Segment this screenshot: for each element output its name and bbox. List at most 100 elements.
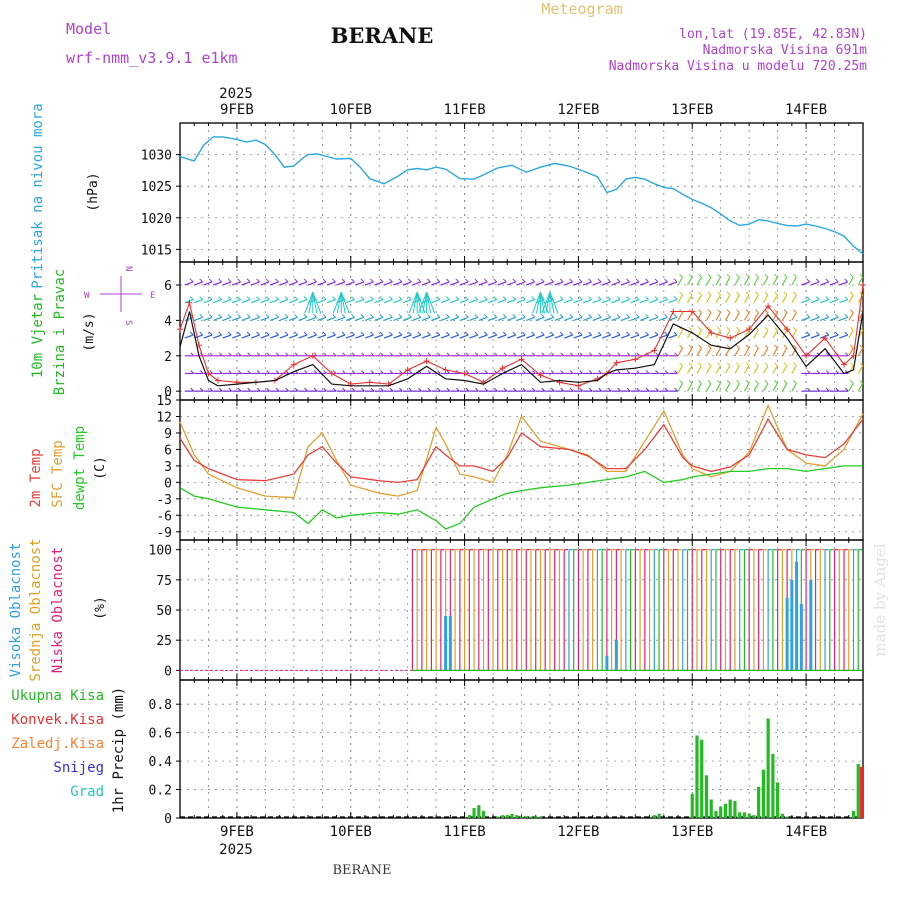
wind-barb-head xyxy=(437,352,441,357)
wind-barb-head xyxy=(275,370,280,374)
wind-barb-head xyxy=(237,352,242,357)
wind-barb-head xyxy=(698,344,702,349)
wind-barb-head xyxy=(464,313,469,318)
wind-barb xyxy=(839,281,848,286)
wind-barb xyxy=(848,312,854,321)
wind-barb-head xyxy=(707,273,712,278)
wind-barb-head xyxy=(834,278,839,283)
wind-barb-head xyxy=(190,352,195,357)
wind-barb xyxy=(630,281,640,286)
wind-barb-head xyxy=(636,352,640,357)
wind-barb-head xyxy=(503,387,508,392)
wind-barb-head xyxy=(588,331,592,336)
wind-barb xyxy=(298,299,308,304)
wind-barb-head xyxy=(745,380,750,384)
wind-barb xyxy=(526,281,535,286)
high-cloud-bar xyxy=(799,603,803,671)
wind-barb-head xyxy=(502,278,507,283)
wind-barb-head xyxy=(859,380,864,384)
wind-barb-head xyxy=(436,296,441,300)
wind-barb xyxy=(820,281,829,286)
wind-barb-head xyxy=(645,296,649,300)
wind-barb-head xyxy=(707,380,712,384)
wind-barb xyxy=(497,299,507,304)
wind-barb-head xyxy=(626,387,631,392)
wind-barb-head xyxy=(351,370,356,374)
wind-barb-head xyxy=(464,278,469,283)
wind-barb xyxy=(620,281,630,286)
wind-barb-head xyxy=(849,291,854,296)
wind-barb-head xyxy=(541,352,546,357)
wind-barb-head xyxy=(816,370,821,374)
wind-barb xyxy=(620,299,630,304)
wind-barb xyxy=(355,316,365,321)
wind-barb-head xyxy=(389,313,393,318)
wind-barb-head xyxy=(266,352,270,357)
wind-barb xyxy=(649,316,659,321)
wind-barb xyxy=(705,276,712,286)
wind-barb xyxy=(241,316,251,321)
wind-barb xyxy=(743,276,750,286)
wind-barb-head xyxy=(332,278,336,283)
wind-barb-head xyxy=(218,278,223,283)
wind-barb-head xyxy=(389,331,393,336)
wind-barb-head xyxy=(304,352,308,357)
wind-barb-head xyxy=(607,296,611,300)
wind-barb xyxy=(336,281,346,286)
wind-barb xyxy=(582,334,592,339)
wind-barb xyxy=(241,299,251,304)
bottom-day-label: 9FEB xyxy=(220,824,254,840)
wind-barb-head xyxy=(825,387,830,392)
wind-barb xyxy=(203,334,213,339)
wind-barb xyxy=(412,316,422,321)
precip-bar xyxy=(757,786,761,818)
wind-barb-head xyxy=(342,352,346,357)
wind-barb-head xyxy=(218,331,223,336)
wind-barb xyxy=(668,334,678,339)
wind-barb xyxy=(260,299,270,304)
wind-barb xyxy=(677,347,684,357)
wind-barb-head xyxy=(379,278,384,283)
precip-legend-item: Snijeg xyxy=(53,760,104,776)
wind-barb xyxy=(801,334,811,339)
wind-barb xyxy=(340,291,346,314)
wind-barb xyxy=(601,334,611,339)
wind-barb xyxy=(715,329,721,339)
wind-barb-head xyxy=(483,296,488,300)
wind-barb-head xyxy=(418,387,422,392)
high-cloud-bar xyxy=(795,561,799,671)
wind-barb-head xyxy=(360,296,365,300)
ytick-label: 6 xyxy=(164,443,172,458)
wind-barb-head xyxy=(294,352,299,357)
wind-barb-head xyxy=(617,352,621,357)
wind-barb xyxy=(705,294,712,303)
wind-barb xyxy=(753,347,759,357)
wind-barb-head xyxy=(636,370,640,374)
wind-barb-head xyxy=(294,387,299,392)
wind-barb xyxy=(734,347,740,357)
wind-barb-head xyxy=(698,309,702,313)
wind-barb-head xyxy=(834,313,839,318)
model-name: wrf-nmm_v3.9.1 e1km xyxy=(66,49,238,67)
precip-bar xyxy=(519,816,524,818)
wind-barb-head xyxy=(493,331,498,336)
wind-barb-head xyxy=(616,296,621,300)
wind-barb-head xyxy=(825,278,830,283)
wind-barb-head xyxy=(783,309,788,313)
wind-barb-head xyxy=(569,296,573,300)
wind-barb-head xyxy=(464,331,469,336)
high-cloud-bar xyxy=(448,616,452,671)
wind-barb xyxy=(364,334,374,339)
wind-barb-head xyxy=(246,331,251,336)
pressure-line xyxy=(179,136,864,255)
wind-barb-head xyxy=(560,370,565,374)
wind-barb-head xyxy=(521,313,526,318)
wind-barb xyxy=(426,291,436,314)
wind-barb-head xyxy=(550,278,555,283)
wind-barb xyxy=(573,299,583,304)
wind-barb-head xyxy=(783,344,788,349)
wind-barb xyxy=(539,291,545,314)
wind-barb xyxy=(497,281,507,286)
wind-barb xyxy=(279,299,289,304)
wind-barb xyxy=(332,291,342,314)
